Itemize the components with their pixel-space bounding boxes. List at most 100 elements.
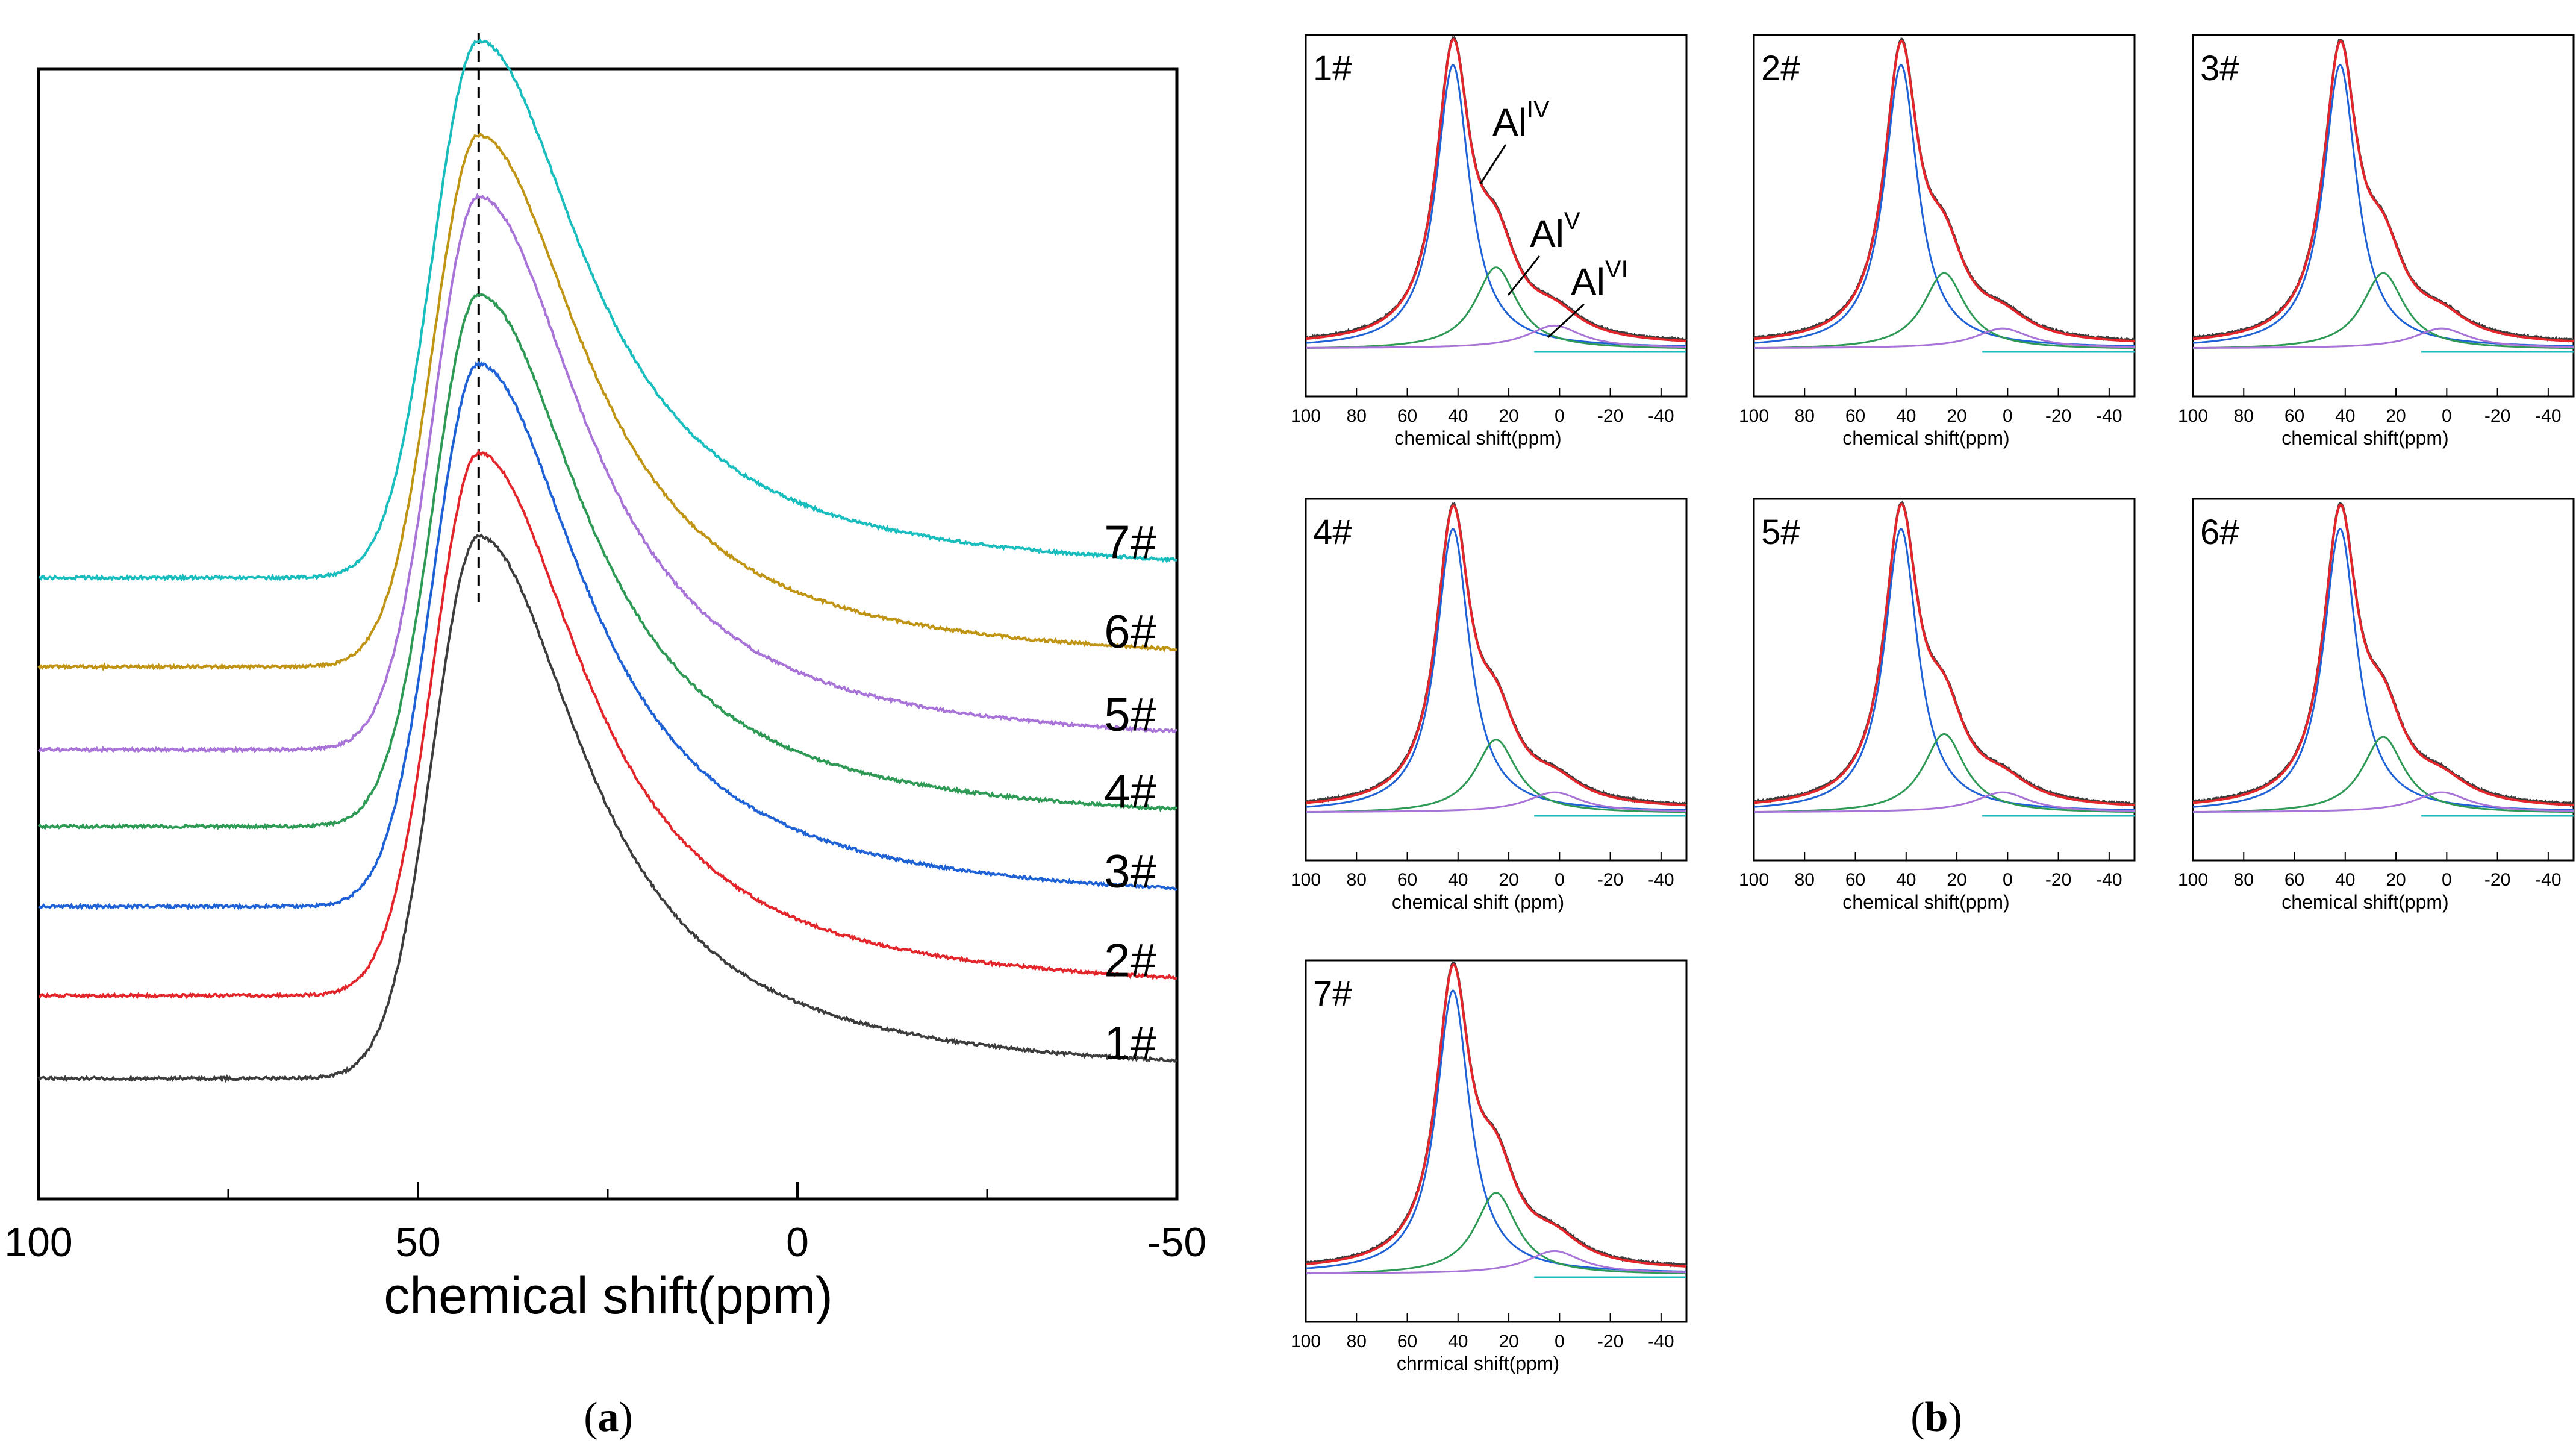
subplot-x-tick-label: 80 — [1347, 870, 1367, 890]
annotation-al-v-base: Al — [1530, 212, 1564, 255]
annotation-al-v: AlV — [1530, 208, 1580, 255]
subplot-x-tick-label: 0 — [2003, 870, 2013, 890]
subplot-x-tick-label: 60 — [2284, 406, 2304, 426]
subplot-component-alvi — [1306, 1250, 1686, 1274]
subplot-frame — [1305, 34, 1688, 398]
component-annotations: AlIV AlV AlVI — [1479, 96, 1628, 339]
subplot-experimental-line — [1305, 962, 1688, 1268]
series-line-7 — [38, 37, 1177, 582]
annotation-al-vi: AlVI — [1571, 256, 1628, 304]
subplot-x-tick-label: 100 — [1739, 406, 1769, 426]
subplot-component-aliv — [2192, 528, 2574, 811]
subplot-x-tick-label: 80 — [1347, 1332, 1367, 1351]
subplot-x-tick-label: -20 — [1597, 1332, 1623, 1351]
series-line-5 — [37, 192, 1177, 754]
subplot-component-alv — [2193, 272, 2574, 349]
panel-a-x-tick-label: -50 — [1147, 1219, 1206, 1265]
subplot-x-tick-label: 0 — [1555, 406, 1565, 426]
subplot-x-tick-label: -20 — [2484, 406, 2510, 426]
series-label-3: 3# — [1104, 844, 1156, 897]
subplot-fit-line — [1305, 963, 1687, 1268]
subplot-x-tick-label: 20 — [2386, 406, 2406, 426]
subplot-x-tick-label: 20 — [1499, 870, 1518, 890]
subplot-component-alv — [1306, 266, 1686, 349]
subplot-fit-line — [1305, 504, 1687, 807]
subplot-component-alvi — [1754, 327, 2135, 349]
subplot-3: 100 80 60 40 20 0 -20 -40 chemical shift(ppm) 3# — [2178, 34, 2575, 449]
caption-a-letter: a — [598, 1394, 619, 1441]
subplot-label: 7# — [1313, 974, 1352, 1013]
subplot-x-tick-label: 40 — [2335, 870, 2355, 890]
panel-a-x-label: chemical shift(ppm) — [384, 1267, 833, 1325]
subplot-component-alv — [1754, 733, 2135, 813]
subplot-label: 2# — [1761, 49, 1800, 88]
panel-a-x-ticks: 100 50 0 -50 — [4, 1182, 1206, 1265]
subplot-label: 4# — [1313, 513, 1352, 552]
subplot-x-tick-label: 0 — [2442, 870, 2452, 890]
subplot-x-tick-label: 60 — [1845, 406, 1865, 426]
series-label-5: 5# — [1104, 687, 1156, 740]
subplot-x-tick-label: 80 — [1795, 406, 1815, 426]
subplot-x-tick-label: 0 — [2003, 406, 2013, 426]
subplot-fit-line — [2192, 39, 2574, 343]
subplot-x-tick-label: -40 — [1648, 870, 1674, 890]
subplot-x-label: chemical shift(ppm) — [1842, 427, 2009, 449]
panel-a-x-tick-label: 0 — [786, 1219, 809, 1265]
subplot-x-tick-label: 0 — [1555, 870, 1565, 890]
subplot-label: 3# — [2200, 49, 2239, 88]
subplot-component-alvi — [1306, 324, 1686, 349]
subplot-4: 100 80 60 40 20 0 -20 -40 chemical shift (ppm) 4# — [1291, 498, 1688, 913]
subplot-x-tick-label: 80 — [2234, 406, 2254, 426]
series-label-2: 2# — [1104, 933, 1156, 986]
series-label-1: 1# — [1104, 1016, 1156, 1069]
series-label-6: 6# — [1104, 605, 1156, 658]
subplot-x-tick-label: 100 — [1291, 1332, 1321, 1351]
subplot-1: 100 80 60 40 20 0 -20 -40 chemical shift(ppm) 1# — [1291, 34, 1688, 449]
series-line-4 — [37, 293, 1178, 831]
subplot-fit-line — [1753, 502, 2135, 807]
subplot-fit-line — [1753, 39, 2135, 343]
subplot-x-tick-label: -40 — [2535, 406, 2561, 426]
annotation-al-vi-base: Al — [1571, 260, 1605, 304]
subplot-component-aliv — [1753, 64, 2135, 347]
subplot-x-tick-label: -40 — [2096, 406, 2122, 426]
subplot-x-tick-label: 80 — [1347, 406, 1367, 426]
subplot-x-tick-label: 40 — [1448, 870, 1468, 890]
panel-a-chart: 100 50 0 -50 1# 2# 3# 4# 5# 6# 7# chemical shift(… — [4, 33, 1206, 1325]
subplot-x-tick-label: 20 — [1947, 870, 1966, 890]
subplot-component-alvi — [2193, 791, 2574, 813]
subplot-x-tick-label: 60 — [1397, 406, 1417, 426]
subplot-x-label: chemical shift(ppm) — [1842, 891, 2009, 913]
subplot-x-tick-label: 60 — [1845, 870, 1865, 890]
subplot-frame — [1305, 498, 1688, 862]
subplot-label: 1# — [1313, 49, 1352, 88]
subplot-component-alv — [2193, 736, 2574, 813]
subplot-x-tick-label: 80 — [1795, 870, 1815, 890]
subplot-x-label: chrmical shift(ppm) — [1397, 1353, 1559, 1374]
panel-a-series-labels: 1# 2# 3# 4# 5# 6# 7# — [1104, 516, 1156, 1069]
subplot-x-tick-label: 20 — [2386, 870, 2406, 890]
subplot-component-aliv — [2192, 64, 2574, 347]
annotation-al-v-sup: V — [1564, 208, 1580, 234]
subplot-component-alvi — [1306, 791, 1687, 813]
subplot-x-tick-label: 100 — [2178, 406, 2208, 426]
subplot-7: 100 80 60 40 20 0 -20 -40 chrmical shift(ppm) 7# — [1291, 959, 1688, 1374]
subplot-component-alv — [1305, 739, 1687, 813]
annotation-al-iv-sup: IV — [1527, 96, 1550, 123]
subplot-x-tick-label: 0 — [2442, 406, 2452, 426]
annotation-al-iv-base: Al — [1492, 101, 1527, 144]
caption-b-close: ) — [1948, 1394, 1962, 1441]
subplot-x-tick-label: 20 — [1499, 1332, 1518, 1351]
subplot-x-tick-label: -20 — [2045, 406, 2071, 426]
subplot-6: 100 80 60 40 20 0 -20 -40 chemical shift(ppm) 6# — [2178, 498, 2575, 913]
subplot-x-tick-label: 100 — [1291, 406, 1321, 426]
subplot-x-label: chemical shift(ppm) — [2281, 891, 2448, 913]
subplot-x-tick-label: -40 — [2535, 870, 2561, 890]
annotation-al-v-leader — [1507, 255, 1541, 296]
caption-a: (a) — [584, 1394, 633, 1441]
subplot-component-alv — [1754, 272, 2135, 349]
subplot-x-tick-label: 40 — [1448, 1332, 1468, 1351]
series-line-3 — [38, 360, 1178, 911]
subplot-x-tick-label: -20 — [2045, 870, 2071, 890]
